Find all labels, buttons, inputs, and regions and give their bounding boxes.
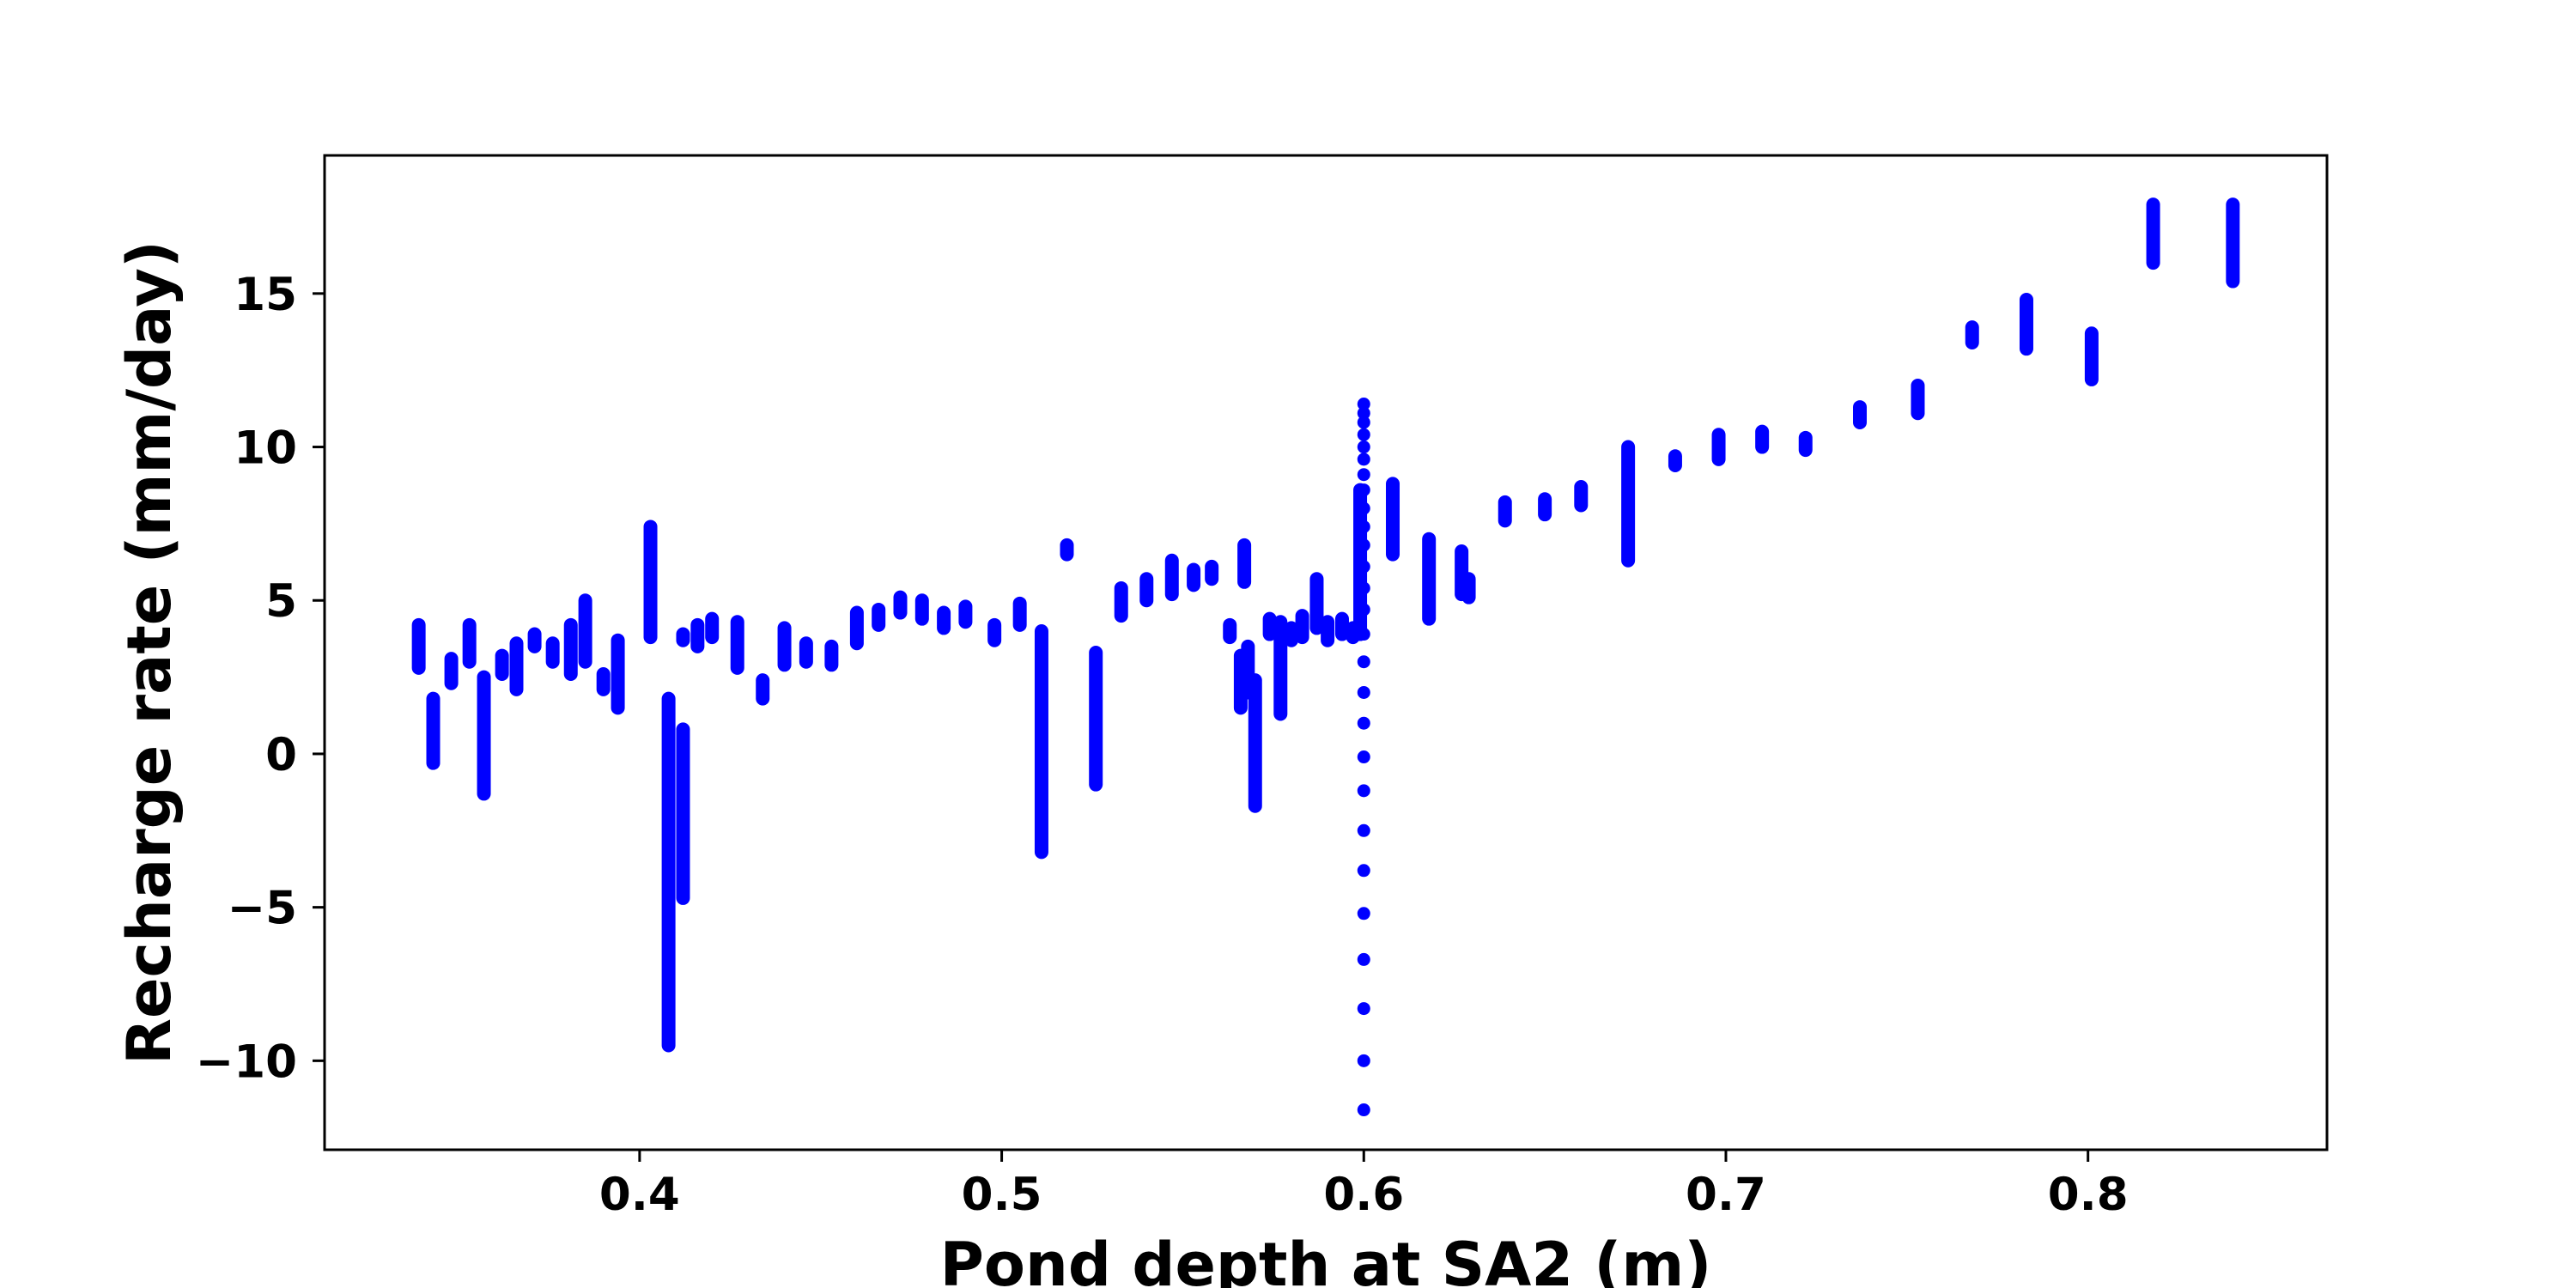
data-point — [1357, 864, 1370, 878]
data-point — [1357, 519, 1370, 533]
data-point — [1357, 398, 1370, 410]
plot-frame — [323, 154, 2329, 1151]
y-tick-label: 0 — [265, 729, 297, 781]
y-tick-label: −10 — [196, 1036, 297, 1088]
data-point — [1357, 784, 1370, 798]
data-point — [1357, 406, 1370, 420]
y-axis: −10 −5 0 5 10 15 — [196, 269, 325, 1088]
data-point — [1357, 416, 1370, 429]
x-axis: 0.4 0.5 0.6 0.7 0.8 — [599, 1150, 2129, 1221]
y-tick-label: 10 — [234, 422, 297, 475]
y-tick-label: 15 — [234, 269, 297, 321]
data-point — [1357, 428, 1370, 441]
x-tick-label: 0.7 — [1686, 1169, 1766, 1221]
data-point — [1357, 483, 1370, 497]
x-axis-label: Pond depth at SA2 (m) — [940, 1230, 1712, 1288]
data-point — [1357, 685, 1370, 699]
x-tick-label: 0.5 — [962, 1169, 1042, 1221]
data-point — [1357, 628, 1370, 641]
data-point — [1357, 823, 1370, 837]
data-point — [1357, 907, 1370, 920]
y-axis-label: Recharge rate (mm/day) — [114, 240, 185, 1065]
x-tick-label: 0.8 — [2048, 1169, 2129, 1221]
data-point — [1357, 603, 1370, 617]
data-point — [1357, 1054, 1370, 1067]
data-point — [1357, 1002, 1370, 1016]
data-point — [1357, 716, 1370, 730]
data-point — [1357, 1103, 1370, 1117]
data-point — [1357, 560, 1370, 574]
x-tick-label: 0.6 — [1323, 1169, 1404, 1221]
y-tick-label: 5 — [265, 575, 297, 628]
data-point — [1357, 501, 1370, 515]
x-tick-label: 0.4 — [599, 1169, 680, 1221]
data-point — [1357, 655, 1370, 669]
data-point — [1357, 468, 1370, 482]
data-point — [1357, 952, 1370, 966]
y-tick-label: −5 — [228, 883, 297, 935]
data-marks — [411, 197, 2240, 1117]
data-point — [1357, 453, 1370, 466]
data-point — [1357, 581, 1370, 595]
data-point — [1357, 750, 1370, 764]
data-point — [1357, 538, 1370, 552]
data-point — [1357, 440, 1370, 454]
